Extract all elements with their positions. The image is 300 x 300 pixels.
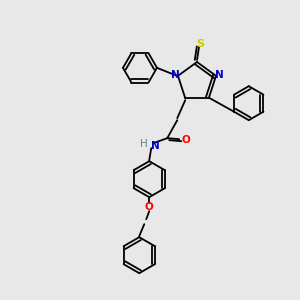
Text: N: N [214, 70, 224, 80]
Text: O: O [145, 202, 154, 212]
Text: N: N [171, 70, 179, 80]
Text: N: N [151, 141, 160, 151]
Text: H: H [140, 139, 148, 149]
Text: S: S [196, 39, 204, 49]
Text: O: O [182, 135, 190, 145]
